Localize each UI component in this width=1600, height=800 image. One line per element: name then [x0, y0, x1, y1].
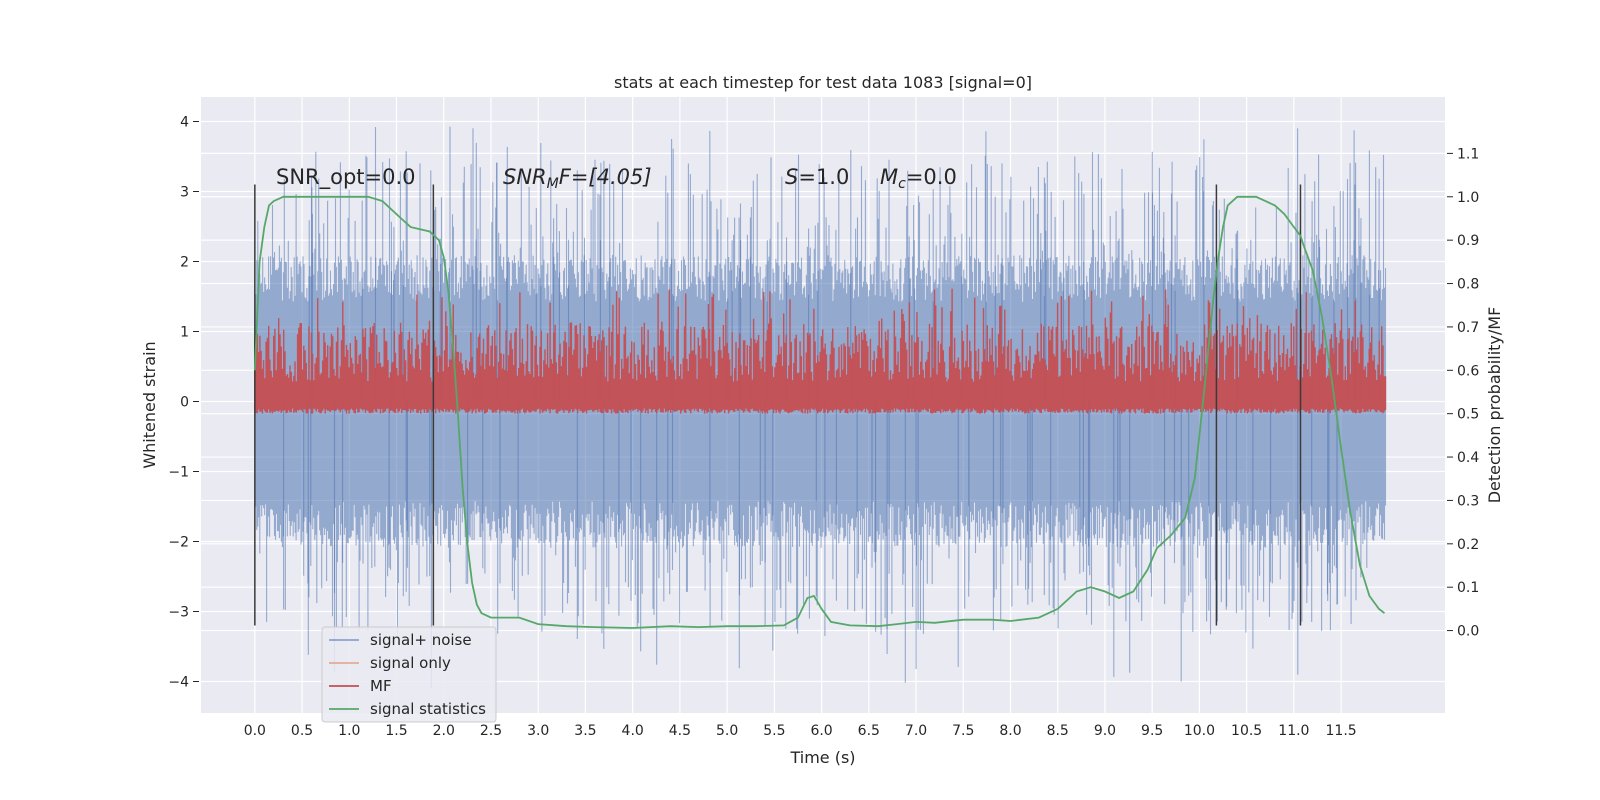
x-tick-label: 6.0 — [810, 723, 832, 739]
y2-tick-label: 1.0 — [1457, 190, 1479, 206]
series-signal-statistics — [253, 195, 1386, 629]
legend-label-signal-statistics: signal statistics — [370, 700, 486, 718]
x-tick-label: 9.0 — [1094, 723, 1116, 739]
y-tick-label: 0 — [180, 395, 189, 411]
y2-tick-label: 0.6 — [1457, 363, 1479, 379]
x-tick-label: 10.5 — [1231, 723, 1262, 739]
y2-tick-label: 0.9 — [1457, 233, 1479, 249]
x-axis-label: Time (s) — [789, 748, 855, 767]
x-tick-label: 0.5 — [291, 723, 313, 739]
y-tick-label: −3 — [168, 605, 189, 621]
x-tick-label: 8.0 — [999, 723, 1021, 739]
y2-tick-label: 0.0 — [1457, 624, 1479, 640]
x-tick-label: 4.5 — [669, 723, 691, 739]
segment-boundary-lines — [254, 184, 1302, 626]
annotation-mc-label: M — [880, 165, 898, 189]
y-tick-label: 2 — [180, 255, 189, 271]
annotation-s-label: S — [785, 165, 798, 189]
x-tick-label: 1.0 — [338, 723, 360, 739]
x-tick-label: 3.5 — [574, 723, 596, 739]
y2-axis-ticks: 0.0 0.1 0.2 0.3 0.4 0.5 0.6 0.7 0.8 0.9 1.0 1.1 — [1447, 146, 1479, 640]
x-tick-label: 10.0 — [1184, 723, 1215, 739]
legend-label-mf: MF — [370, 677, 392, 695]
y2-tick-label: 0.1 — [1457, 580, 1479, 596]
annotation-s-value: =1.0 — [798, 165, 849, 189]
y2-tick-label: 0.7 — [1457, 320, 1479, 336]
chart-title: stats at each timestep for test data 108… — [614, 73, 1032, 92]
annotation-s: S=1.0 — [785, 165, 849, 189]
legend: signal+ noise signal only MF signal stat… — [321, 626, 497, 723]
x-tick-label: 11.0 — [1278, 723, 1309, 739]
x-tick-label: 0.0 — [244, 723, 266, 739]
x-tick-label: 1.5 — [385, 723, 407, 739]
annotation-snr-mf: SNRMF=[4.05] — [503, 165, 652, 192]
legend-label-signal-noise: signal+ noise — [370, 631, 472, 649]
y-tick-label: 4 — [180, 115, 189, 131]
y-tick-label: −2 — [168, 535, 189, 551]
x-tick-label: 9.5 — [1141, 723, 1163, 739]
annotation-mc-sub: c — [898, 176, 906, 192]
legend-box — [321, 626, 497, 723]
legend-label-signal-only: signal only — [370, 654, 451, 672]
x-tick-label: 8.5 — [1047, 723, 1069, 739]
x-tick-label: 5.5 — [763, 723, 785, 739]
y2-tick-label: 1.1 — [1457, 146, 1479, 162]
signal-noise-spikes — [283, 126, 1380, 688]
annotation-snr-mf-sub: M — [547, 176, 559, 192]
y2-tick-label: 0.2 — [1457, 537, 1479, 553]
annotation-mc: Mc=0.0 — [880, 165, 957, 192]
annotation-mc-value: =0.0 — [906, 165, 957, 189]
x-tick-label: 2.0 — [433, 723, 455, 739]
y-tick-label: 3 — [180, 185, 189, 201]
y2-tick-label: 0.5 — [1457, 407, 1479, 423]
x-tick-label: 3.0 — [527, 723, 549, 739]
y-axis-label: Whitened strain — [140, 341, 159, 468]
y-axis-ticks: −4 −3 −2 −1 0 1 2 3 4 — [168, 115, 199, 691]
x-tick-label: 5.0 — [716, 723, 738, 739]
annotation-snr-opt: SNR_opt=0.0 — [276, 165, 416, 190]
y2-tick-label: 0.4 — [1457, 450, 1479, 466]
x-tick-label: 7.0 — [905, 723, 927, 739]
x-tick-label: 4.0 — [622, 723, 644, 739]
y-tick-label: 1 — [180, 325, 189, 341]
x-tick-label: 6.5 — [858, 723, 880, 739]
x-tick-label: 2.5 — [480, 723, 502, 739]
annotation-snr-mf-base: SNR — [503, 165, 547, 189]
y-tick-label: −1 — [168, 465, 189, 481]
x-tick-label: 11.5 — [1326, 723, 1357, 739]
x-tick-label: 7.5 — [952, 723, 974, 739]
x-axis-ticks: 0.0 0.5 1.0 1.5 2.0 2.5 3.0 3.5 4.0 4.5 5.0 5.5 6.0 6… — [244, 723, 1357, 739]
y2-tick-label: 0.8 — [1457, 277, 1479, 293]
annotation-snr-mf-tail: F=[4.05] — [559, 165, 652, 189]
y2-tick-label: 0.3 — [1457, 493, 1479, 509]
y-tick-label: −4 — [168, 675, 189, 691]
y2-axis-label: Detection probability/MF — [1485, 307, 1504, 504]
